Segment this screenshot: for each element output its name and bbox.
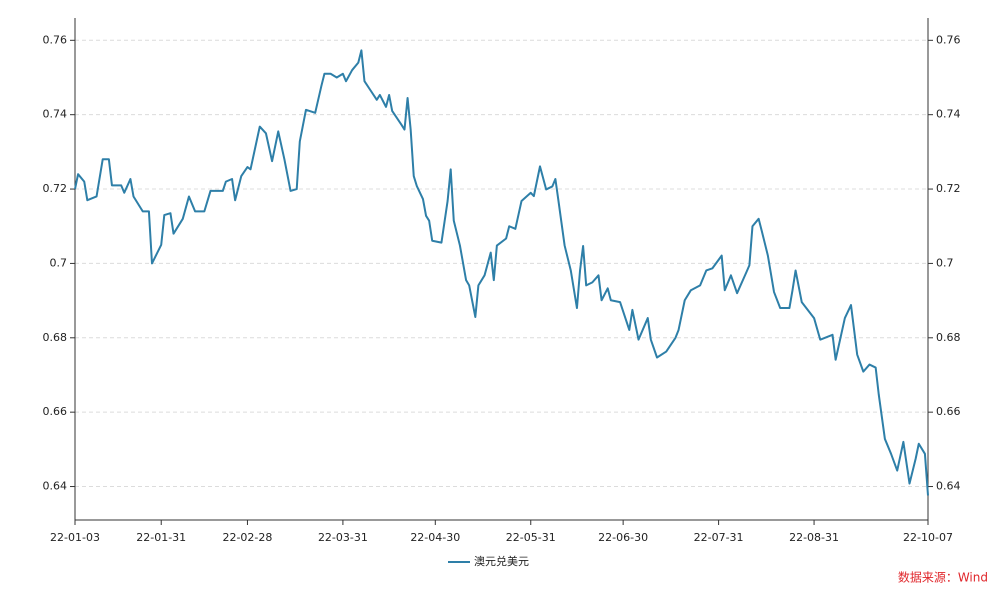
data-line: [74, 49, 929, 496]
x-tick-label: 22-10-07: [903, 531, 953, 544]
y-tick-label: 0.72: [43, 182, 68, 195]
y2-tick-label: 0.74: [936, 108, 961, 121]
y2-tick-label: 0.76: [936, 33, 961, 46]
y2-tick-label: 0.72: [936, 182, 961, 195]
x-tick-label: 22-05-31: [506, 531, 556, 544]
x-tick-label: 22-01-03: [50, 531, 100, 544]
x-tick-label: 22-04-30: [410, 531, 460, 544]
x-tick-label: 22-03-31: [318, 531, 368, 544]
legend-label: 澳元兑美元: [474, 554, 529, 568]
y-tick-label: 0.7: [50, 256, 68, 269]
y-tick-label: 0.64: [43, 480, 68, 493]
x-tick-label: 22-02-28: [222, 531, 272, 544]
x-tick-label: 22-07-31: [694, 531, 744, 544]
y-tick-label: 0.66: [43, 405, 68, 418]
x-tick-label: 22-06-30: [598, 531, 648, 544]
y2-tick-label: 0.68: [936, 331, 961, 344]
x-tick-label: 22-01-31: [136, 531, 186, 544]
y2-tick-label: 0.7: [936, 256, 954, 269]
y2-tick-label: 0.64: [936, 480, 961, 493]
y-tick-label: 0.74: [43, 108, 68, 121]
y-tick-label: 0.68: [43, 331, 68, 344]
x-tick-label: 22-08-31: [789, 531, 839, 544]
source-note: 数据来源：Wind: [898, 570, 988, 585]
y2-tick-label: 0.66: [936, 405, 961, 418]
y-tick-label: 0.76: [43, 33, 68, 46]
